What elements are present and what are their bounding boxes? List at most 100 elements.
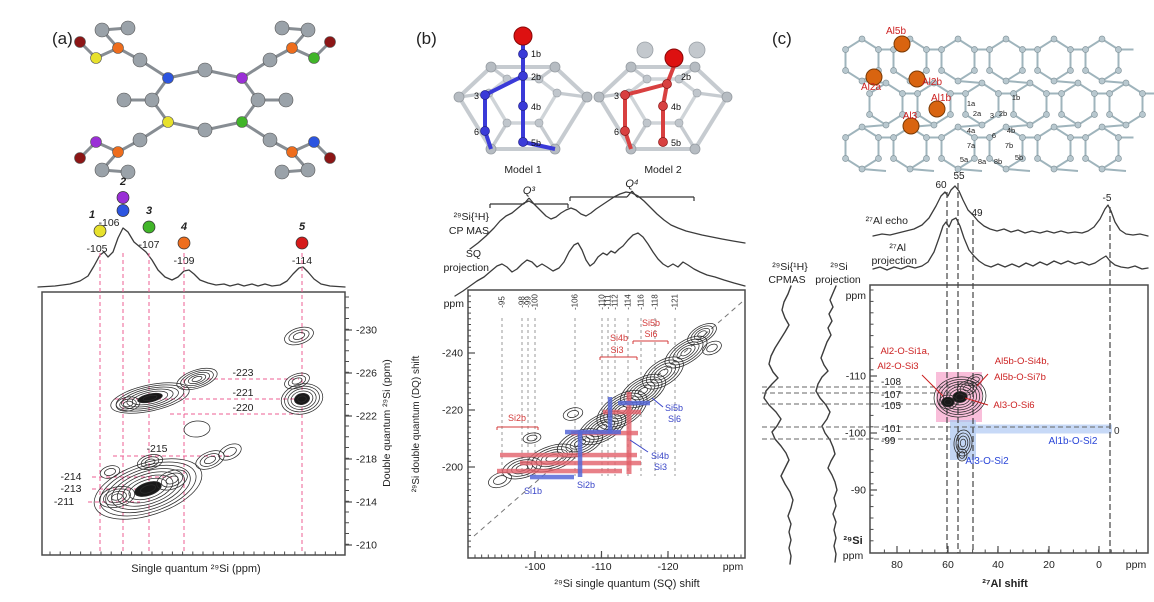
framework-node (1067, 155, 1074, 162)
model2-atom (620, 126, 630, 136)
c-x-tick-label: 0 (1096, 559, 1102, 571)
ring-edge (957, 168, 983, 172)
sq-dash-label: -121 (671, 293, 680, 310)
atom (112, 146, 124, 158)
peak-id-label: 2 (119, 176, 126, 188)
c-y-tick-label: -90 (851, 485, 866, 497)
framework-node (978, 79, 986, 87)
model2-site-label: 3 (614, 91, 619, 101)
framework-node (923, 134, 930, 141)
atom (308, 136, 320, 148)
contour-ring (944, 398, 952, 406)
framework-node (1058, 111, 1065, 118)
ring-edge (1084, 37, 1120, 83)
cage-node (453, 91, 465, 103)
framework-node (962, 90, 969, 97)
contour-ring (199, 453, 221, 467)
b-2d-plot-box (467, 289, 746, 559)
framework-node (1019, 155, 1026, 162)
framework-node (914, 90, 921, 97)
model2-site-label: 2b (681, 72, 691, 82)
b-red-si2b-label: Si2b (508, 413, 526, 423)
contour-cluster (218, 443, 242, 461)
framework-node (842, 134, 849, 141)
c-ppm-bottom-label: ppm (843, 550, 864, 562)
framework-node (1074, 79, 1082, 87)
b-ppm-x-label: ppm (723, 561, 744, 573)
b-x-tick-label: -120 (657, 561, 678, 573)
framework-node (954, 165, 962, 173)
cage-edge (693, 65, 729, 99)
contour-cluster (98, 485, 136, 509)
al-peak-label: 60 (935, 180, 947, 191)
panel-c-tag: (c) (772, 29, 792, 48)
framework-node (858, 165, 866, 173)
b-red-si4b-label: Si4b (610, 333, 628, 343)
atom (274, 164, 290, 180)
c-al-echo-label: ²⁷Al echo (866, 215, 908, 227)
contour-ring (142, 394, 158, 402)
b-model2-label: Model 2 (644, 164, 682, 176)
b-cpmas-trace (469, 191, 746, 250)
cage-edge (457, 65, 493, 99)
b-sq-label-line1: SQ (466, 248, 481, 260)
contour-ring (958, 451, 966, 459)
atom (162, 116, 174, 128)
cage-node (688, 41, 706, 59)
framework-node (954, 77, 962, 85)
framework-node (890, 134, 897, 141)
atom (197, 122, 213, 138)
framework-node (899, 90, 906, 97)
framework-node (986, 134, 993, 141)
framework-node (1115, 46, 1122, 53)
framework-node (1026, 79, 1034, 87)
al-site-label: Al3 (903, 111, 918, 122)
model1-atom (518, 49, 528, 59)
b-blue-si5b-label: Si5b (665, 403, 683, 413)
contour-ring (180, 369, 214, 389)
c-y-tick-label: -110 (846, 371, 866, 383)
framework-node (971, 67, 978, 74)
peak-id-label: 4 (180, 221, 187, 233)
sq-dash-label: -111 (604, 294, 613, 309)
framework-node (1019, 67, 1026, 74)
framework-node (842, 155, 849, 162)
b-y-tick-label: -200 (442, 462, 463, 474)
cage-node (636, 41, 654, 59)
cage-node (674, 118, 684, 128)
peak-id-label: 1 (89, 209, 95, 221)
panel-c: (c) ²⁷Al echo ²⁷Al projection ²⁹Si{¹H} C… (768, 29, 1146, 590)
contour-ring (284, 372, 310, 390)
framework-node (938, 46, 945, 53)
framework-node (1002, 35, 1010, 43)
sq-dash-label: -110 (598, 294, 607, 310)
al-peak-label: 49 (971, 208, 983, 219)
contour-ring (634, 384, 652, 398)
contour-cluster (664, 335, 708, 369)
si-site-label: 7a (967, 141, 976, 150)
framework-node (842, 67, 849, 74)
model2-atom (620, 90, 630, 100)
ring-edge (1060, 81, 1096, 127)
cage-edge (597, 95, 633, 151)
contour-ring (191, 375, 203, 383)
si-dash-label: -105 (881, 401, 901, 412)
contour-cluster (966, 374, 984, 386)
si-site-label: 3 (990, 111, 994, 120)
atom (112, 42, 124, 54)
contour-ring (706, 343, 718, 353)
ring-edge (844, 125, 880, 171)
framework-node (1122, 79, 1130, 87)
c-al-projection-trace (872, 217, 1149, 271)
b-y-tick-label: -220 (442, 405, 463, 417)
peak-shift-label: -106 (98, 217, 119, 229)
framework-node (930, 79, 938, 87)
c-x-tick-label: 60 (942, 559, 954, 571)
framework-node (1091, 90, 1098, 97)
sq-dash-label: -95 (498, 296, 507, 308)
contour-ring (111, 468, 185, 510)
model2-site-label: 4b (671, 102, 681, 112)
contour-ring (115, 396, 141, 412)
a-y-tick-label: -210 (356, 540, 377, 552)
model1-atom (518, 71, 528, 81)
